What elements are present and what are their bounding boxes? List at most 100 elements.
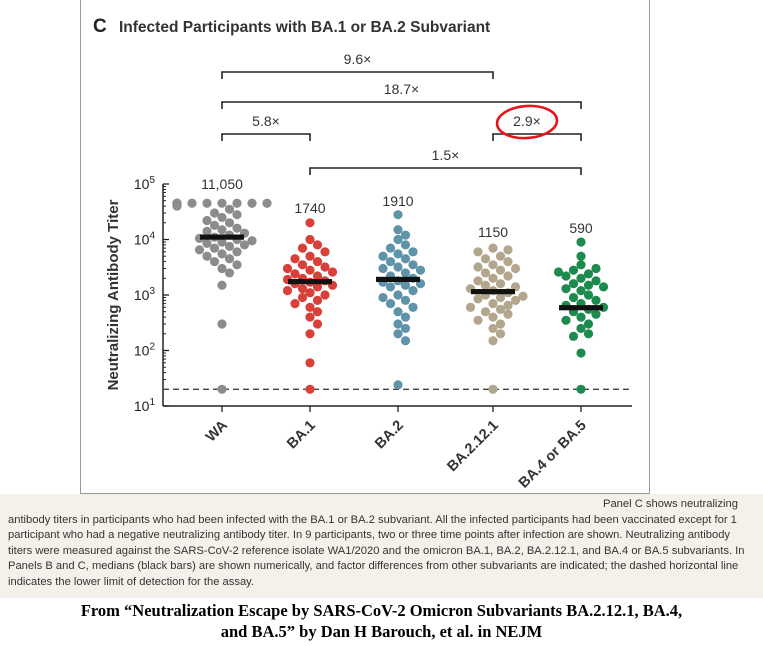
- y-tick-label: 104: [134, 231, 156, 248]
- data-point: [290, 298, 300, 309]
- data-point: [568, 331, 579, 341]
- data-point: [385, 282, 396, 292]
- data-point: [510, 295, 521, 305]
- source-line-2: and BA.5” by Dan H Barouch, et al. in NE…: [220, 622, 543, 641]
- fold-change-label: 2.9×: [513, 113, 541, 129]
- data-point: [232, 247, 242, 257]
- data-point: [247, 198, 257, 208]
- data-point: [503, 300, 513, 310]
- data-point: [305, 234, 315, 245]
- data-point: [224, 254, 235, 264]
- data-point: [385, 256, 396, 267]
- data-point: [495, 265, 506, 275]
- data-point: [473, 262, 483, 272]
- data-point: [202, 226, 212, 236]
- data-point: [393, 290, 403, 300]
- caption-lead: Panel C shows neutralizing: [603, 498, 738, 510]
- data-point: [576, 312, 586, 322]
- median-label: 11,050: [201, 176, 243, 192]
- data-point: [217, 384, 227, 394]
- data-point: [576, 323, 586, 334]
- data-point: [320, 247, 330, 257]
- data-point: [598, 282, 609, 292]
- data-point: [473, 276, 483, 286]
- data-point: [202, 215, 212, 226]
- panel-letter: C: [93, 16, 107, 37]
- data-point: [480, 268, 491, 278]
- data-point: [408, 286, 418, 296]
- data-point: [400, 280, 411, 290]
- data-point: [488, 336, 498, 346]
- source-line-1: From “Neutralization Escape by SARS-CoV-…: [80, 601, 683, 620]
- x-tick-label: BA.1: [284, 418, 319, 453]
- x-tick-label: BA.4 or BA.5: [516, 418, 590, 492]
- highlight-circle: [495, 104, 559, 140]
- data-point: [312, 271, 323, 281]
- y-tick-base: 10: [134, 287, 150, 303]
- data-point: [262, 198, 272, 208]
- y-tick-base: 10: [134, 398, 150, 414]
- source-citation: From “Neutralization Escape by SARS-CoV-…: [0, 600, 763, 642]
- comparison-brackets: 9.6× 18.7× 5.8× 2.9× 1.5×: [221, 51, 582, 175]
- data-point: [385, 298, 396, 309]
- y-tick-label: 105: [134, 175, 156, 192]
- data-point: [480, 254, 491, 264]
- data-point: [495, 292, 506, 303]
- median-bar: [200, 234, 244, 240]
- fold-change-label: 5.8×: [252, 113, 280, 129]
- data-point: [591, 309, 601, 319]
- data-point: [217, 225, 227, 235]
- data-point: [568, 292, 579, 303]
- data-point: [400, 230, 411, 240]
- data-point: [305, 288, 315, 298]
- data-point: [312, 256, 323, 267]
- data-point: [232, 198, 242, 208]
- data-point: [385, 243, 396, 253]
- data-point: [495, 251, 506, 261]
- data-point: [400, 254, 411, 264]
- data-point: [400, 323, 411, 334]
- data-point: [224, 241, 235, 252]
- data-point: [576, 273, 586, 283]
- comparison-bracket: [309, 167, 582, 175]
- data-point: [503, 271, 513, 281]
- comparison-bracket: [492, 133, 582, 141]
- data-point: [217, 237, 227, 247]
- data-point: [217, 319, 227, 329]
- data-point: [583, 319, 594, 329]
- data-point: [561, 315, 571, 325]
- data-point: [202, 198, 212, 208]
- data-point: [553, 267, 564, 277]
- data-point: [465, 302, 476, 312]
- data-point: [473, 294, 483, 304]
- median-bar: [288, 279, 332, 285]
- data-point: [561, 271, 571, 281]
- y-axis-label: Neutralizing Antibody Titer: [105, 199, 122, 390]
- median-bar: [376, 276, 420, 283]
- data-point: [480, 307, 491, 317]
- comparison-bracket: [221, 133, 311, 141]
- data-point: [305, 384, 315, 394]
- data-point: [510, 263, 521, 274]
- data-point: [583, 290, 594, 300]
- data-point: [488, 298, 498, 309]
- data-point: [503, 309, 513, 319]
- data-point: [232, 210, 242, 220]
- data-point: [400, 268, 411, 278]
- data-point: [320, 262, 330, 272]
- data-point: [583, 329, 594, 339]
- data-point: [312, 240, 323, 250]
- data-point: [495, 279, 506, 289]
- y-tick-base: 10: [134, 232, 150, 248]
- data-point: [408, 260, 418, 270]
- data-point: [495, 319, 506, 329]
- data-point: [290, 269, 300, 279]
- data-point: [232, 223, 242, 233]
- data-point: [400, 295, 411, 305]
- median-label: 1910: [382, 193, 413, 209]
- data-point: [224, 218, 235, 228]
- data-point: [209, 220, 220, 230]
- data-point: [224, 268, 235, 278]
- data-point: [378, 292, 388, 303]
- y-tick-exponent: 4: [149, 231, 155, 242]
